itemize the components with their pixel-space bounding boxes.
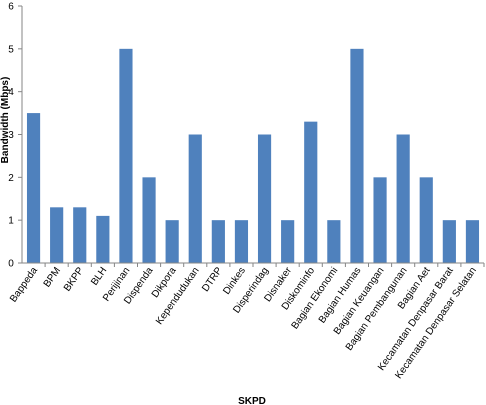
y-tick-label: 5 — [8, 44, 14, 55]
bar — [327, 220, 341, 263]
y-tick-label: 0 — [8, 259, 14, 270]
bar — [350, 48, 364, 264]
bars — [26, 48, 480, 264]
x-tick-label: Bappeda — [8, 265, 40, 304]
y-axis-title: Bandwidth (Mbps) — [0, 77, 11, 164]
bar — [211, 220, 225, 263]
bar — [373, 177, 387, 263]
bar — [165, 220, 179, 263]
x-tick-label: BKPP — [62, 265, 87, 293]
y-tick-label: 1 — [8, 216, 14, 227]
y-tick-label: 2 — [8, 173, 14, 184]
y-tick-label: 6 — [8, 2, 14, 13]
bar — [465, 220, 480, 263]
bar — [50, 207, 64, 263]
x-tick-label: BPM — [42, 265, 63, 289]
x-tick-label: BLH — [89, 265, 109, 287]
bar — [281, 220, 295, 263]
bar — [419, 177, 433, 263]
bar — [396, 134, 410, 263]
y-tick-label: 4 — [8, 87, 14, 98]
bar — [304, 121, 318, 264]
bar — [142, 177, 156, 263]
bar — [442, 220, 456, 263]
y-tick-label: 3 — [8, 130, 14, 141]
y-axis-ticks: 0 1 2 3 4 5 6 — [8, 2, 22, 270]
bar — [234, 220, 249, 263]
bar — [73, 207, 87, 263]
bar — [26, 113, 41, 263]
x-axis-title: SKPD — [238, 396, 266, 405]
bar — [96, 215, 110, 263]
bar — [257, 134, 272, 263]
bar — [188, 134, 202, 263]
bar — [119, 48, 133, 264]
